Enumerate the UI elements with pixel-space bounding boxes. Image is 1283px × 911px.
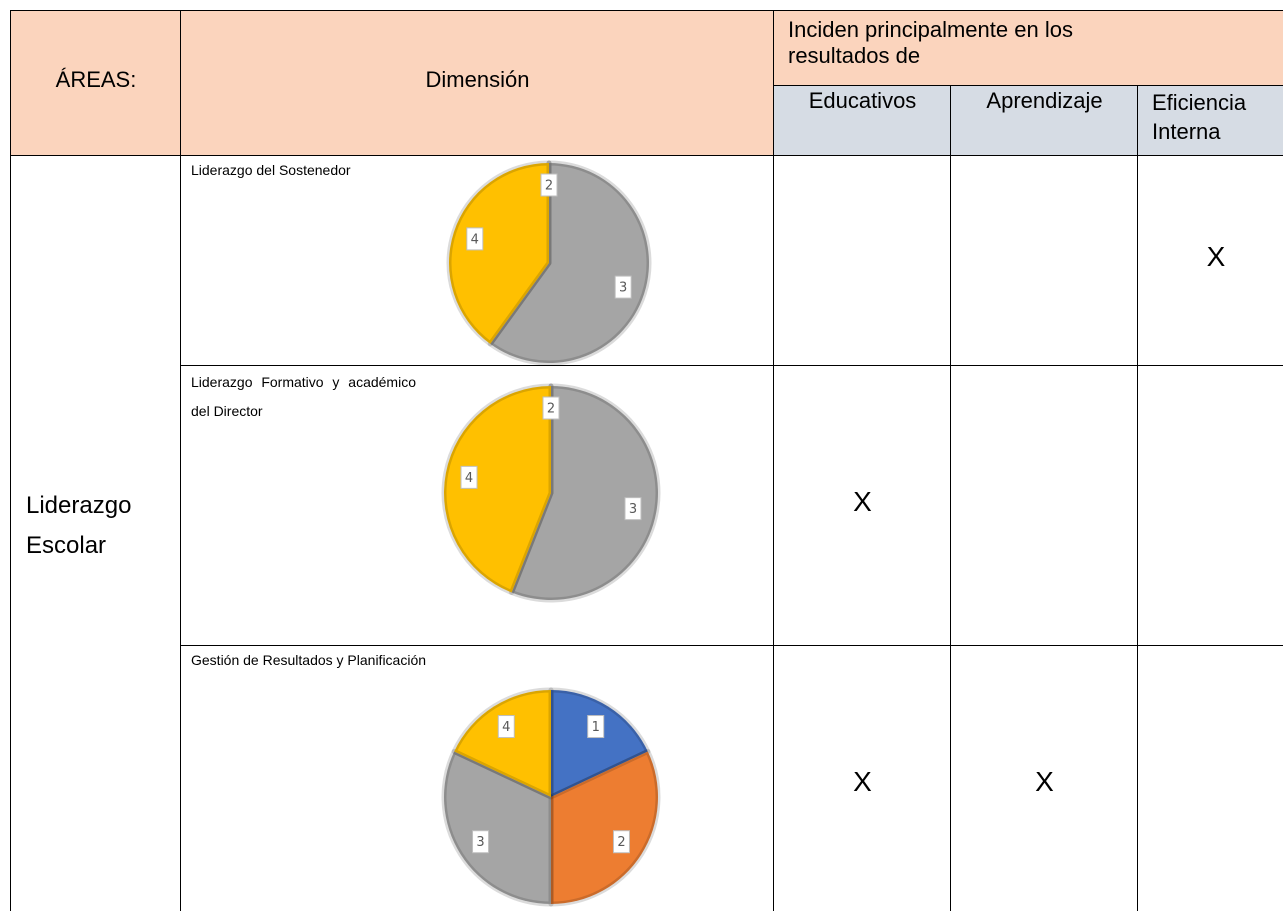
pie-slice xyxy=(441,383,554,595)
column-header: Aprendizaje xyxy=(986,88,1103,113)
header-cell: Aprendizaje xyxy=(950,85,1137,155)
table-cell xyxy=(1137,645,1283,911)
pie-chart: 2 3 4 xyxy=(446,160,652,366)
header-cell: ÁREAS: xyxy=(10,10,180,155)
area-cell: Liderazgo Escolar xyxy=(10,155,180,911)
check-mark: X xyxy=(853,486,872,517)
pie-slice xyxy=(487,160,652,366)
slice-label: 4 xyxy=(471,232,479,247)
pie-chart: 2 3 4 xyxy=(441,383,661,603)
table-cell: X xyxy=(1137,155,1283,365)
slice-label-box xyxy=(587,715,605,739)
slice-label-box xyxy=(460,465,478,489)
area-text: Liderazgo Escolar xyxy=(26,492,132,559)
slice-label: 3 xyxy=(619,281,627,296)
header-cell: Inciden principalmente en los resultados… xyxy=(773,10,1283,85)
column-header: Educativos xyxy=(808,88,917,113)
check-mark: X xyxy=(1035,766,1054,797)
pie-slice xyxy=(509,383,661,603)
slice-label-box xyxy=(466,227,484,251)
slice-label-box xyxy=(540,173,558,197)
slice-label-box xyxy=(614,275,632,299)
pie-slice xyxy=(441,748,554,907)
table-cell xyxy=(773,155,950,365)
column-header: Eficiencia Interna xyxy=(1152,90,1247,144)
header-text: Dimensión xyxy=(425,67,530,92)
slice-label-box xyxy=(624,497,642,521)
slice-label-box xyxy=(542,396,560,420)
slice-label: 2 xyxy=(617,835,625,850)
pie-chart: 1 2 3 4 xyxy=(441,687,661,907)
slice-label: 3 xyxy=(476,835,484,850)
check-mark: X xyxy=(1206,241,1226,272)
slice-label-box xyxy=(472,830,490,854)
dimension-text: Liderazgo del Sostenedor xyxy=(191,162,351,178)
slice-label: 2 xyxy=(547,402,555,417)
slice-label: 2 xyxy=(545,179,553,194)
pie-slice xyxy=(548,748,661,907)
header-text: Inciden principalmente en los resultados… xyxy=(788,17,1073,68)
table-cell: X xyxy=(773,365,950,645)
slice-label: 4 xyxy=(465,471,473,486)
dimension-text: Liderazgo Formativo y académico del Dire… xyxy=(191,374,416,419)
table-cell: X xyxy=(773,645,950,911)
dimension-cell: 1 2 3 4 Gestión de Resultados y Planificació… xyxy=(180,645,773,911)
header-cell: Eficiencia Interna xyxy=(1137,85,1283,155)
table-cell xyxy=(950,365,1137,645)
slice-label: 3 xyxy=(629,502,637,517)
dimension-cell: 2 3 4 Liderazgo del Sostenedor xyxy=(180,155,773,366)
pie-slice xyxy=(446,160,552,347)
table-cell xyxy=(1137,365,1283,645)
slice-label: 1 xyxy=(592,720,600,735)
dimension-cell: 2 3 4 Liderazgo Formativo y académico del D… xyxy=(180,365,773,645)
check-mark: X xyxy=(853,766,872,797)
dimension-text: Gestión de Resultados y Planificación xyxy=(191,652,427,668)
pie-slice xyxy=(548,687,651,800)
slice-label: 4 xyxy=(502,720,510,735)
slice-label-box xyxy=(612,830,630,854)
header-cell: Educativos xyxy=(773,85,950,155)
table-cell xyxy=(950,155,1137,365)
header-text: ÁREAS: xyxy=(55,67,137,92)
table-cell: X xyxy=(950,645,1137,911)
header-cell: Dimensión xyxy=(180,10,773,155)
slice-label-box xyxy=(497,715,515,739)
pie-slice xyxy=(451,687,554,800)
